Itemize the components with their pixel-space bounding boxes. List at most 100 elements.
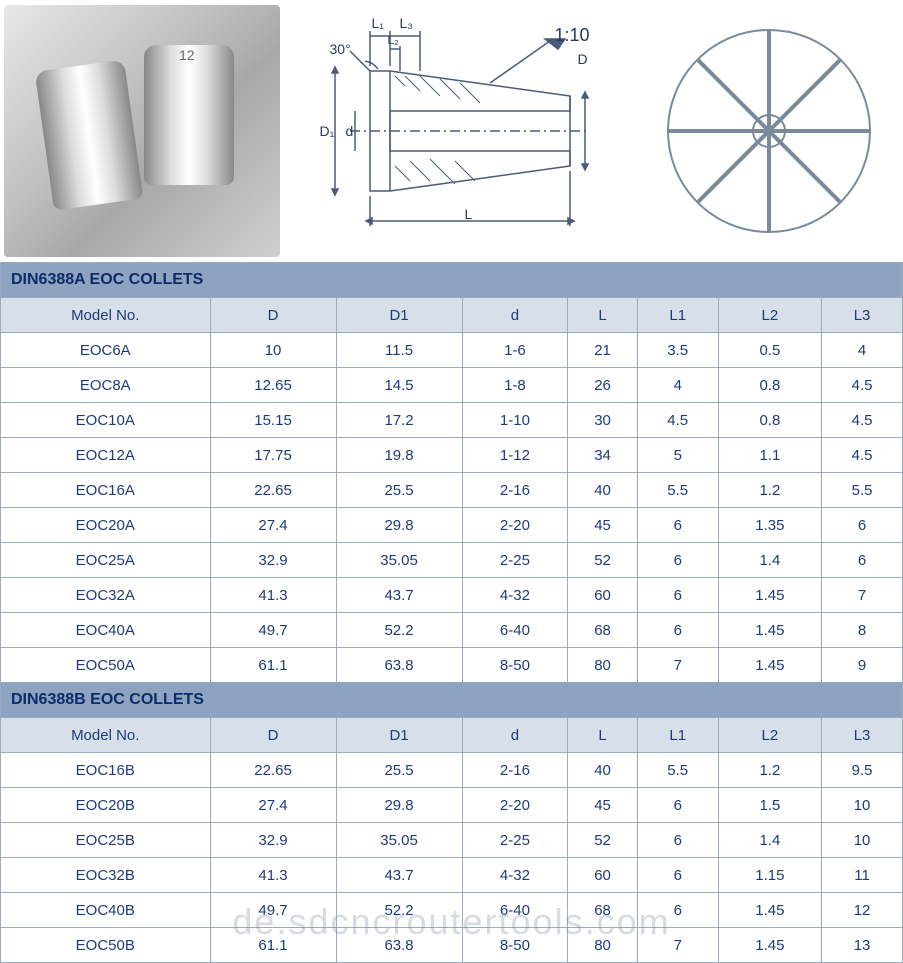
column-header: L1	[637, 298, 718, 333]
table-cell: 1.5	[718, 788, 821, 823]
table-cell: 19.8	[336, 438, 462, 473]
table-cell: 13	[822, 928, 903, 963]
table-cell: 1.35	[718, 508, 821, 543]
column-header: L	[568, 718, 638, 753]
column-header: D	[210, 718, 336, 753]
dim-l3: L₃	[400, 15, 414, 31]
table-cell: 4	[822, 333, 903, 368]
column-header: L2	[718, 718, 821, 753]
table-cell: 52.2	[336, 613, 462, 648]
dim-l2: L₂	[388, 33, 399, 47]
table-cell: 22.65	[210, 473, 336, 508]
collet-marking: 12	[179, 47, 195, 63]
column-header: Model No.	[1, 718, 211, 753]
table-cell: 5.5	[637, 753, 718, 788]
table-cell: 6	[637, 508, 718, 543]
table-cell: 27.4	[210, 508, 336, 543]
table-row: EOC12A17.7519.81-123451.14.5	[1, 438, 903, 473]
table-cell: 12	[822, 893, 903, 928]
column-header: d	[462, 718, 568, 753]
table-cell: 49.7	[210, 893, 336, 928]
spec-table: DIN6388A EOC COLLETSModel No.DD1dLL1L2L3…	[0, 262, 903, 963]
front-view-diagram	[639, 11, 899, 251]
table-row: EOC10A15.1517.21-10304.50.84.5	[1, 403, 903, 438]
table-cell: EOC16B	[1, 753, 211, 788]
table-cell: 6-40	[462, 893, 568, 928]
table-cell: EOC25A	[1, 543, 211, 578]
table-row: EOC50B61.163.88-508071.4513	[1, 928, 903, 963]
table-cell: 10	[822, 823, 903, 858]
dim-d-big: D	[578, 51, 588, 67]
table-cell: 8-50	[462, 928, 568, 963]
table-cell: EOC32A	[1, 578, 211, 613]
table-cell: 80	[568, 648, 638, 683]
table-cell: 1.2	[718, 753, 821, 788]
column-header: L2	[718, 298, 821, 333]
table-cell: 4-32	[462, 578, 568, 613]
table-cell: 21	[568, 333, 638, 368]
table-row: EOC40B49.752.26-406861.4512	[1, 893, 903, 928]
table-cell: 40	[568, 473, 638, 508]
table-cell: 6	[637, 893, 718, 928]
table-cell: 6-40	[462, 613, 568, 648]
table-cell: 60	[568, 858, 638, 893]
table-row: EOC50A61.163.88-508071.459	[1, 648, 903, 683]
table-cell: 35.05	[336, 543, 462, 578]
table-cell: 25.5	[336, 753, 462, 788]
table-cell: 1.4	[718, 543, 821, 578]
table-row: EOC25B32.935.052-255261.410	[1, 823, 903, 858]
taper-label: 1:10	[554, 25, 589, 46]
table-cell: 43.7	[336, 578, 462, 613]
table-cell: 12.65	[210, 368, 336, 403]
table-cell: 34	[568, 438, 638, 473]
table-cell: 5.5	[822, 473, 903, 508]
table-cell: 45	[568, 508, 638, 543]
table-cell: 7	[637, 928, 718, 963]
table-cell: 1.45	[718, 578, 821, 613]
table-cell: 9	[822, 648, 903, 683]
table-cell: 0.8	[718, 403, 821, 438]
table-cell: 4.5	[822, 368, 903, 403]
table-cell: EOC16A	[1, 473, 211, 508]
table-cell: 1-8	[462, 368, 568, 403]
table-cell: 15.15	[210, 403, 336, 438]
table-cell: 43.7	[336, 858, 462, 893]
table-cell: 29.8	[336, 788, 462, 823]
table-cell: 52	[568, 823, 638, 858]
table-cell: EOC10A	[1, 403, 211, 438]
table-cell: EOC6A	[1, 333, 211, 368]
table-cell: 1.45	[718, 613, 821, 648]
table-row: EOC6A1011.51-6213.50.54	[1, 333, 903, 368]
table-cell: 2-20	[462, 788, 568, 823]
table-cell: 1.45	[718, 893, 821, 928]
angle-label: 30°	[330, 41, 351, 57]
table-row: EOC16A22.6525.52-16405.51.25.5	[1, 473, 903, 508]
table-cell: EOC50A	[1, 648, 211, 683]
table-cell: EOC32B	[1, 858, 211, 893]
table-cell: 5	[637, 438, 718, 473]
column-header: L3	[822, 298, 903, 333]
table-cell: 1.45	[718, 648, 821, 683]
table-row: EOC20B27.429.82-204561.510	[1, 788, 903, 823]
table-row: EOC16B22.6525.52-16405.51.29.5	[1, 753, 903, 788]
image-region: 12	[0, 0, 903, 262]
product-photo: 12	[4, 5, 280, 257]
table-cell: 1.1	[718, 438, 821, 473]
section-title: DIN6388A EOC COLLETS	[1, 263, 903, 298]
table-cell: 29.8	[336, 508, 462, 543]
table-cell: EOC25B	[1, 823, 211, 858]
table-cell: 17.2	[336, 403, 462, 438]
table-cell: EOC8A	[1, 368, 211, 403]
table-cell: 27.4	[210, 788, 336, 823]
table-cell: EOC50B	[1, 928, 211, 963]
table-cell: 61.1	[210, 928, 336, 963]
table-cell: 6	[637, 823, 718, 858]
column-header: D1	[336, 298, 462, 333]
table-cell: 40	[568, 753, 638, 788]
dim-d-small: d	[346, 123, 354, 139]
table-cell: 2-25	[462, 823, 568, 858]
table-cell: 8-50	[462, 648, 568, 683]
table-cell: 6	[637, 578, 718, 613]
column-header: L3	[822, 718, 903, 753]
table-cell: EOC12A	[1, 438, 211, 473]
